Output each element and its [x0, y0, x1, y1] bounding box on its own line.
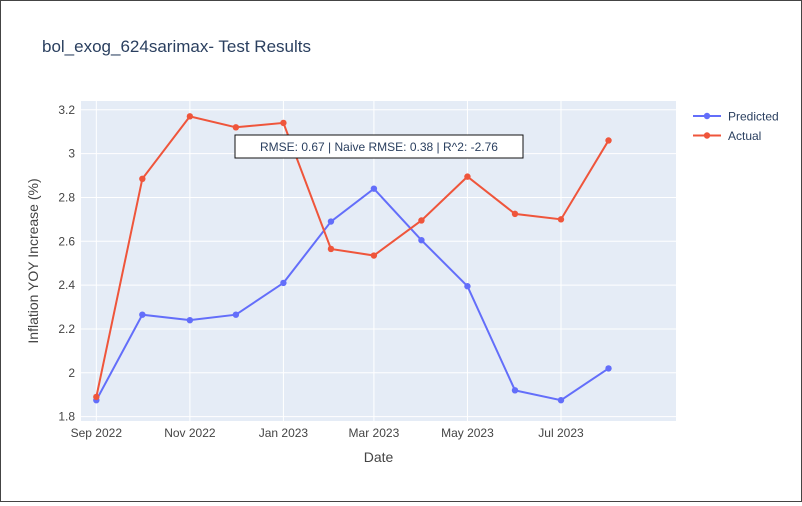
legend[interactable]: Predicted Actual — [693, 110, 779, 144]
annotation-text: RMSE: 0.67 | Naive RMSE: 0.38 | R^2: -2.… — [260, 140, 498, 154]
legend-swatch-marker — [703, 112, 711, 120]
data-point-predicted[interactable] — [605, 365, 612, 372]
x-tick-label: Nov 2022 — [164, 426, 216, 440]
data-point-actual[interactable] — [511, 210, 519, 218]
x-axis-ticks: Sep 2022 Nov 2022 Jan 2023 Mar 2023 May 2023… — [71, 426, 584, 440]
grid-lines — [81, 101, 676, 421]
data-point-predicted[interactable] — [139, 311, 146, 318]
data-point-predicted[interactable] — [511, 387, 519, 394]
legend-swatch-marker — [703, 132, 711, 139]
data-point-actual[interactable] — [418, 217, 425, 224]
data-point-actual[interactable] — [93, 393, 100, 401]
x-tick-label: Sep 2022 — [71, 426, 123, 440]
chart-title: bol_exog_624sarimax- Test Results — [42, 37, 311, 56]
x-axis-label: Date — [364, 449, 394, 465]
data-point-predicted[interactable] — [232, 311, 240, 318]
data-point-actual[interactable] — [139, 175, 146, 183]
data-point-actual[interactable] — [605, 137, 612, 144]
y-tick-label: 3 — [68, 147, 75, 161]
y-tick-label: 2.8 — [58, 190, 75, 204]
y-tick-label: 2 — [68, 366, 75, 380]
series-group — [93, 113, 612, 404]
data-point-actual[interactable] — [557, 216, 565, 223]
data-point-actual[interactable] — [280, 119, 287, 127]
legend-item-predicted[interactable]: Predicted — [693, 110, 779, 124]
x-tick-label: Jul 2023 — [538, 426, 584, 440]
data-point-predicted[interactable] — [370, 185, 378, 192]
data-point-actual[interactable] — [464, 173, 471, 180]
metrics-annotation: RMSE: 0.67 | Naive RMSE: 0.38 | R^2: -2.… — [234, 134, 524, 159]
x-tick-label: Mar 2023 — [349, 426, 400, 440]
annotation-box — [234, 134, 524, 159]
y-tick-label: 3.2 — [58, 103, 75, 117]
y-axis-label: Inflation YOY Increase (%) — [25, 178, 41, 343]
data-point-predicted[interactable] — [464, 283, 471, 290]
y-tick-label: 1.8 — [58, 410, 75, 424]
x-tick-label: May 2023 — [441, 426, 494, 440]
series-line-actual — [95, 115, 610, 398]
series-line-predicted — [95, 187, 610, 402]
data-point-actual[interactable] — [232, 124, 240, 131]
y-tick-label: 2.2 — [58, 322, 75, 336]
data-point-predicted[interactable] — [186, 316, 194, 324]
data-point-predicted[interactable] — [557, 396, 565, 404]
y-tick-label: 2.6 — [58, 234, 75, 248]
y-tick-label: 2.4 — [58, 278, 75, 292]
data-point-actual[interactable] — [370, 252, 378, 259]
y-axis-ticks: 1.8 2 2.2 2.4 2.6 2.8 3 3.2 — [58, 103, 75, 424]
legend-item-actual[interactable]: Actual — [693, 129, 761, 143]
data-point-predicted[interactable] — [418, 236, 425, 244]
data-point-predicted[interactable] — [327, 218, 335, 225]
data-point-actual[interactable] — [327, 245, 335, 253]
x-tick-label: Jan 2023 — [259, 426, 309, 440]
legend-label: Predicted — [728, 110, 779, 124]
legend-label: Actual — [728, 129, 761, 143]
data-point-predicted[interactable] — [280, 279, 287, 287]
data-point-actual[interactable] — [186, 113, 194, 120]
